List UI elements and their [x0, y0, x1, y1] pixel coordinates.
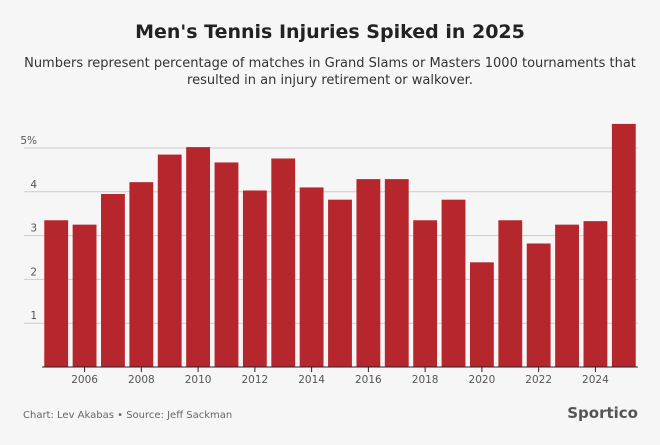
bar-2020: [469, 262, 494, 367]
bar-2014: [299, 187, 324, 367]
x-axis-ticks: 2006 2008 2010 2012 2014 2016 2018 2020 2022 2024: [71, 367, 609, 386]
y-tick-label: 1: [30, 310, 37, 322]
chart-title: Men's Tennis Injuries Spiked in 2025: [135, 21, 525, 43]
bar-2011: [214, 162, 239, 367]
brand-logo: Sportico: [567, 404, 638, 422]
bar-2022: [526, 243, 551, 367]
y-tick-label: 4: [30, 179, 37, 191]
y-tick-label: 3: [30, 223, 37, 235]
x-tick-label: 2012: [241, 374, 268, 386]
bar-2010: [186, 147, 211, 367]
x-tick-label: 2024: [582, 374, 609, 386]
x-tick-label: 2016: [355, 374, 382, 386]
bars: [44, 123, 636, 367]
chart-subtitle: Numbers represent percentage of matches …: [24, 56, 636, 88]
x-tick-label: 2020: [469, 374, 496, 386]
bar-2009: [157, 154, 182, 367]
bar-2021: [498, 220, 523, 367]
bar-2019: [441, 199, 466, 367]
x-tick-label: 2022: [525, 374, 552, 386]
bar-2013: [271, 158, 296, 367]
x-tick-label: 2006: [71, 374, 98, 386]
bar-2005: [44, 220, 69, 367]
bar-2007: [101, 193, 125, 367]
x-tick-label: 2018: [412, 374, 439, 386]
bar-2018: [413, 220, 438, 367]
bar-2017: [384, 179, 409, 367]
bar-2012: [242, 190, 267, 367]
x-tick-label: 2008: [128, 374, 155, 386]
bar-2006: [72, 224, 97, 367]
y-tick-label: 5%: [20, 135, 37, 147]
bar-2023: [555, 224, 579, 367]
bar-2016: [356, 179, 381, 367]
x-tick-label: 2010: [185, 374, 212, 386]
x-tick-label: 2014: [298, 374, 325, 386]
chart-source: Chart: Lev Akabas • Source: Jeff Sackman: [23, 410, 233, 421]
bar-2015: [328, 199, 352, 367]
y-axis-ticks: 1 2 3 4 5%: [20, 135, 37, 322]
bar-2008: [129, 182, 154, 367]
bar-2025: [611, 123, 636, 367]
bar-2024: [583, 221, 608, 367]
y-tick-label: 2: [30, 266, 37, 278]
